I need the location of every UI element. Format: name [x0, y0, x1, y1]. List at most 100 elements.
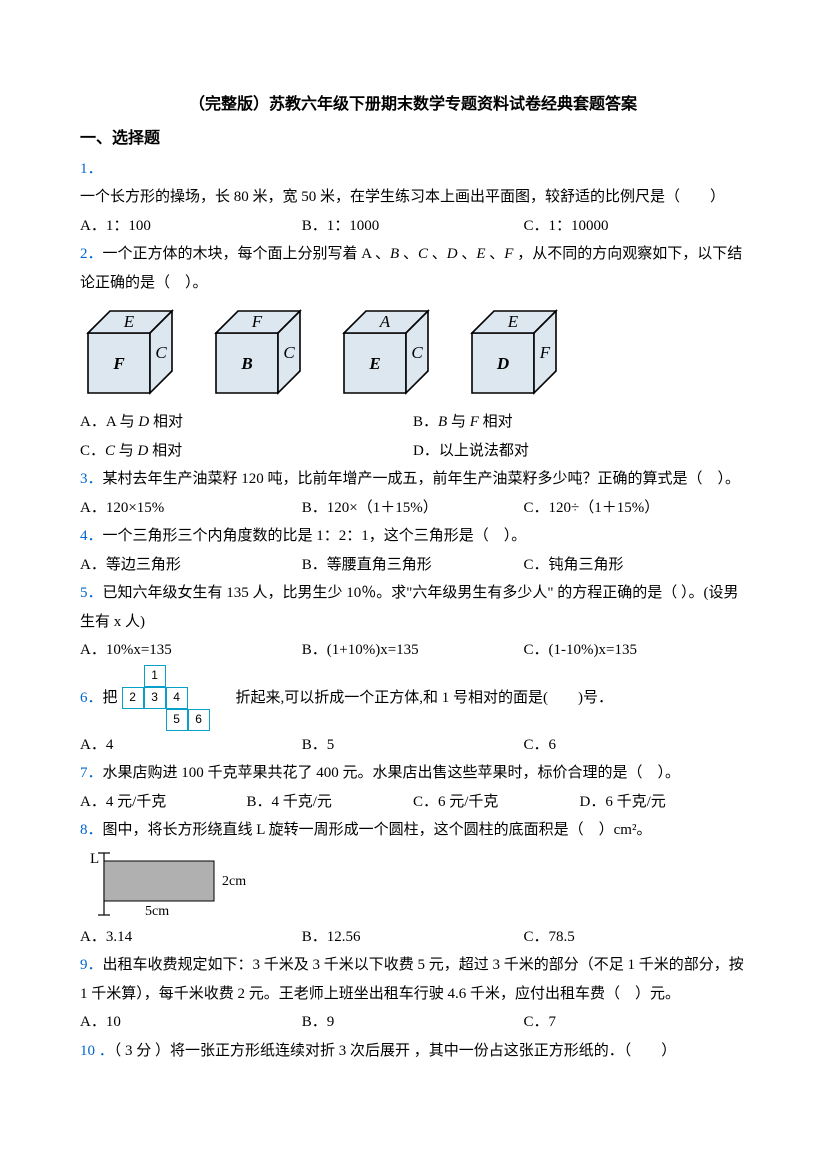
q3-number: 3．: [80, 471, 103, 487]
cube-4: E D F: [464, 303, 574, 398]
cube-1: E F C: [80, 303, 190, 398]
q6-opt-c: C．6: [524, 731, 746, 760]
svg-text:E: E: [507, 312, 519, 331]
net-cell-1: 1: [144, 665, 166, 687]
q8-rotation-figure: L 2cm 5cm: [90, 849, 746, 919]
q2-opt-c: C．C 与 D 相对: [80, 437, 413, 466]
question-7: 7．水果店购进 100 千克苹果共花了 400 元。水果店出售这些苹果时，标价合…: [80, 759, 746, 788]
q1-number: 1．: [80, 161, 103, 177]
cube-3: A E C: [336, 303, 446, 398]
q9-options: A．10 B．9 C．7: [80, 1008, 746, 1037]
q8-opt-c: C．78.5: [524, 923, 746, 952]
document-title: （完整版）苏教六年级下册期末数学专题资料试卷经典套题答案: [80, 90, 746, 120]
question-2: 2．一个正方体的木块，每个面上分别写着 A 、B 、C 、D 、E 、F ，从不…: [80, 240, 746, 297]
q6-opt-b: B．5: [302, 731, 524, 760]
q4-opt-b: B．等腰直角三角形: [302, 551, 524, 580]
q1-options: A．1：100 B．1：1000 C．1：10000: [80, 212, 746, 241]
question-4: 4．一个三角形三个内角度数的比是 1：2：1，这个三角形是（ ）。: [80, 522, 746, 551]
q5-opt-c: C．(1-10%)x=135: [524, 636, 746, 665]
svg-text:A: A: [379, 312, 391, 331]
q4-text: 一个三角形三个内角度数的比是 1：2：1，这个三角形是（ ）。: [103, 528, 527, 544]
svg-text:F: F: [112, 354, 125, 373]
q2-options: A．A 与 D 相对 B．B 与 F 相对 C．C 与 D 相对 D．以上说法都…: [80, 408, 746, 465]
q1-opt-a: A．1：100: [80, 212, 302, 241]
q2-opt-d: D．以上说法都对: [413, 437, 746, 466]
cube-2: F B C: [208, 303, 318, 398]
section-heading: 一、选择题: [80, 124, 746, 154]
q7-opt-d: D．6 千克/元: [580, 788, 747, 817]
q7-opt-a: A．4 元/千克: [80, 788, 247, 817]
net-cell-3: 3: [144, 687, 166, 709]
question-5: 5．已知六年级女生有 135 人，比男生少 10％。求"六年级男生有多少人" 的…: [80, 579, 746, 636]
question-8: 8．图中，将长方形绕直线 L 旋转一周形成一个圆柱，这个圆柱的底面积是（ ）cm…: [80, 816, 746, 845]
q5-number: 5．: [80, 585, 103, 601]
q2-italic-b: B: [390, 246, 399, 262]
q9-number: 9．: [80, 957, 103, 973]
q7-options: A．4 元/千克 B．4 千克/元 C．6 元/千克 D．6 千克/元: [80, 788, 746, 817]
svg-text:5cm: 5cm: [145, 904, 169, 919]
svg-text:F: F: [539, 343, 551, 362]
q2-text-before: 一个正方体的木块，每个面上分别写着 A 、: [103, 246, 391, 262]
q2-opt-b: B．B 与 F 相对: [413, 408, 746, 437]
q6-text-after: 折起来,可以折成一个正方体,和 1 号相对的面是( )号．: [236, 684, 614, 713]
svg-text:F: F: [251, 312, 263, 331]
q4-number: 4．: [80, 528, 103, 544]
q6-options: A．4 B．5 C．6: [80, 731, 746, 760]
question-6: 6．把 1 2 3 4 5 6 折起来,可以折成一个正方体,和 1 号相对的面是…: [80, 665, 746, 731]
q5-opt-b: B．(1+10%)x=135: [302, 636, 524, 665]
q7-text: 水果店购进 100 千克苹果共花了 400 元。水果店出售这些苹果时，标价合理的…: [103, 765, 681, 781]
q2-opt-a: A．A 与 D 相对: [80, 408, 413, 437]
q3-opt-b: B．120×（1＋15%）: [302, 494, 524, 523]
q7-opt-b: B．4 千克/元: [247, 788, 414, 817]
question-3: 3．某村去年生产油菜籽 120 吨，比前年增产一成五，前年生产油菜籽多少吨？正确…: [80, 465, 746, 494]
q1-opt-b: B．1：1000: [302, 212, 524, 241]
svg-text:E: E: [123, 312, 135, 331]
q10-number: 10 ．: [80, 1043, 114, 1059]
net-cell-4: 4: [166, 687, 188, 709]
q5-options: A．10%x=135 B．(1+10%)x=135 C．(1-10%)x=135: [80, 636, 746, 665]
q7-opt-c: C．6 元/千克: [413, 788, 580, 817]
svg-text:C: C: [155, 343, 167, 362]
q6-net-figure: 1 2 3 4 5 6: [118, 665, 236, 731]
q5-text: 已知六年级女生有 135 人，比男生少 10％。求"六年级男生有多少人" 的方程…: [80, 585, 739, 630]
q3-opt-c: C．120÷（1＋15%）: [524, 494, 746, 523]
q2-cubes-figure: E F C F B C A E C E D F: [80, 303, 746, 398]
svg-text:C: C: [283, 343, 295, 362]
q4-opt-c: C．钝角三角形: [524, 551, 746, 580]
q2-italic-c: C: [418, 246, 428, 262]
q6-text-before: 把: [103, 684, 118, 713]
question-1: 1． 一个长方形的操场，长 80 米，宽 50 米，在学生练习本上画出平面图，较舒…: [80, 155, 746, 212]
q4-options: A．等边三角形 B．等腰直角三角形 C．钝角三角形: [80, 551, 746, 580]
q10-text: （ 3 分 ）将一张正方形纸连续对折 3 次后展开 ，其中一份占这张正方形纸的．…: [114, 1043, 677, 1059]
q3-opt-a: A．120×15%: [80, 494, 302, 523]
q8-text: 图中，将长方形绕直线 L 旋转一周形成一个圆柱，这个圆柱的底面积是（ ）cm²。: [103, 822, 652, 838]
q9-opt-a: A．10: [80, 1008, 302, 1037]
net-cell-6: 6: [188, 709, 210, 731]
svg-text:2cm: 2cm: [222, 874, 246, 889]
question-10: 10 ．（ 3 分 ）将一张正方形纸连续对折 3 次后展开 ，其中一份占这张正方…: [80, 1037, 746, 1066]
q8-options: A．3.14 B．12.56 C．78.5: [80, 923, 746, 952]
q6-number: 6．: [80, 684, 103, 713]
svg-text:D: D: [496, 354, 509, 373]
net-cell-2: 2: [122, 687, 144, 709]
q3-options: A．120×15% B．120×（1＋15%） C．120÷（1＋15%）: [80, 494, 746, 523]
q6-opt-a: A．4: [80, 731, 302, 760]
q7-number: 7．: [80, 765, 103, 781]
q8-opt-a: A．3.14: [80, 923, 302, 952]
svg-text:E: E: [368, 354, 380, 373]
svg-text:B: B: [240, 354, 252, 373]
q1-text: 一个长方形的操场，长 80 米，宽 50 米，在学生练习本上画出平面图，较舒适的…: [80, 189, 725, 205]
q3-text: 某村去年生产油菜籽 120 吨，比前年增产一成五，前年生产油菜籽多少吨？正确的算…: [103, 471, 741, 487]
q8-opt-b: B．12.56: [302, 923, 524, 952]
q4-opt-a: A．等边三角形: [80, 551, 302, 580]
net-cell-5: 5: [166, 709, 188, 731]
q2-italic-e: E: [476, 246, 485, 262]
q9-opt-c: C．7: [524, 1008, 746, 1037]
question-9: 9．出租车收费规定如下：3 千米及 3 千米以下收费 5 元，超过 3 千米的部…: [80, 951, 746, 1008]
svg-text:L: L: [90, 851, 99, 867]
q2-italic-d: D: [447, 246, 458, 262]
q2-number: 2．: [80, 246, 103, 262]
q8-number: 8．: [80, 822, 103, 838]
q9-text: 出租车收费规定如下：3 千米及 3 千米以下收费 5 元，超过 3 千米的部分（…: [80, 957, 744, 1002]
q9-opt-b: B．9: [302, 1008, 524, 1037]
